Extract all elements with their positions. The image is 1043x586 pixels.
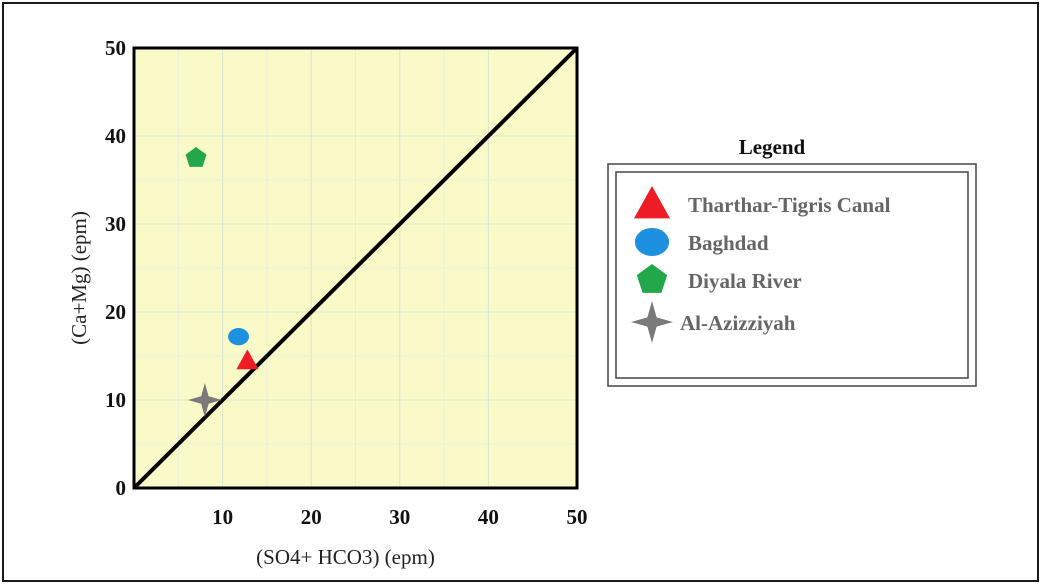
legend-marker-pentagon: [636, 264, 668, 293]
x-axis-label: (SO4+ HCO3) (epm): [256, 545, 435, 569]
y-tick-label: 40: [105, 124, 126, 148]
legend-box: [607, 163, 977, 387]
legend-marker-circle: [634, 227, 670, 257]
y-axis-label: (Ca+Mg) (epm): [67, 211, 91, 345]
data-point-star: [187, 383, 222, 417]
legend-label: Diyala River: [688, 269, 802, 293]
legend-marker-star: [631, 301, 673, 343]
x-tick-label: 10: [212, 505, 233, 529]
x-tick-label: 40: [478, 505, 499, 529]
legend-label: Baghdad: [688, 231, 769, 255]
y-tick-label: 0: [116, 476, 127, 500]
legend-label: Al-Azizziyah: [680, 311, 796, 335]
y-tick-label: 50: [105, 36, 126, 60]
data-point-pentagon: [185, 147, 207, 167]
y-tick-label: 10: [105, 388, 126, 412]
data-point-triangle: [236, 349, 259, 370]
legend-inner-border: [615, 171, 969, 379]
data-point-circle: [228, 328, 249, 346]
scatter-chart: 0 10 20 30 40 50 10 20 30 40 50 (SO4+ HCO3) (epm) (C…: [67, 36, 977, 569]
y-tick-label: 30: [105, 212, 126, 236]
legend-title: Legend: [739, 135, 806, 159]
legend-marker-triangle: [634, 186, 670, 219]
y-tick-label: 20: [105, 300, 126, 324]
x-tick-label: 30: [389, 505, 410, 529]
x-tick-label: 20: [301, 505, 322, 529]
x-tick-label: 50: [567, 505, 588, 529]
one-to-one-line: [132, 46, 579, 490]
legend-label: Tharthar-Tigris Canal: [688, 193, 891, 217]
plot-border: [132, 46, 579, 490]
